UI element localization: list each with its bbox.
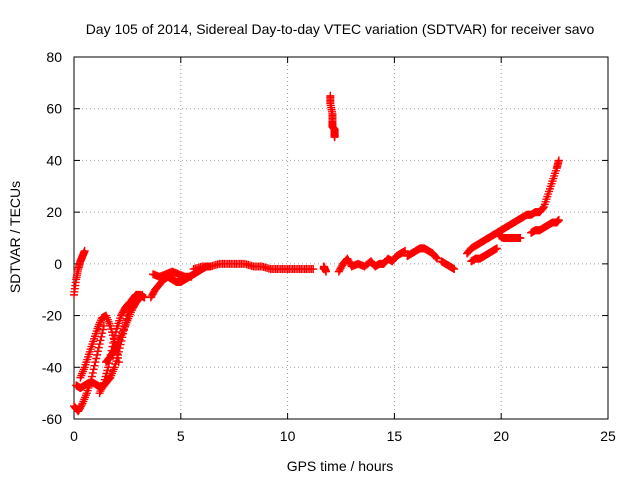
data-point [433,254,442,263]
data-series-segment [70,321,108,416]
data-point [450,265,459,274]
x-tick-label: 25 [600,428,616,444]
data-series-segment [334,246,410,276]
x-tick-label: 5 [177,428,185,444]
data-series-segment [189,259,318,274]
x-axis-ticks: 0 5 10 15 20 25 [70,57,616,444]
plot-border [73,56,609,420]
data-point [539,204,548,213]
data-point [114,338,123,347]
data-point [91,358,100,367]
data-point [322,267,331,276]
x-axis-label: GPS time / hours [287,458,394,474]
y-tick-label: -20 [42,308,62,324]
y-tick-label: 20 [46,204,62,220]
data-points [70,91,563,416]
data-series-segment [527,215,563,237]
data-series-segment [437,257,459,274]
x-tick-label: 0 [70,428,78,444]
y-tick-label: 80 [46,49,62,65]
data-point [309,265,318,274]
x-tick-label: 15 [387,428,403,444]
data-point [135,294,144,303]
data-point [96,336,105,345]
data-series-segment [495,231,525,242]
y-tick-label: -60 [42,411,62,427]
data-point [93,347,102,356]
chart-title: Day 105 of 2014, Sidereal Day-to-day VTE… [86,21,595,37]
data-point [136,293,145,302]
data-point [401,246,410,255]
data-series-segment [518,156,563,222]
data-point [93,350,102,359]
y-tick-label: 40 [46,152,62,168]
data-series-segment [326,91,339,142]
data-point [516,234,525,242]
data-point [95,340,104,349]
data-series-segment [102,293,145,367]
data-point [87,376,96,385]
plot-frame [73,56,609,420]
data-series-segment [70,246,89,299]
data-point [104,363,113,372]
data-series-segment [319,262,331,276]
data-series-segment [467,244,501,266]
data-point [88,368,97,377]
data-point [87,372,96,381]
x-tick-label: 10 [280,428,296,444]
data-point [114,358,123,367]
y-axis-label: SDTVAR / TECUs [7,181,23,293]
grid-lines [74,57,608,419]
y-axis-ticks: -60 -40 -20 0 20 40 60 80 [42,49,608,427]
data-point [89,365,98,374]
data-point [554,156,563,165]
data-point [90,361,99,370]
y-tick-label: 60 [46,101,62,117]
data-point [92,354,101,363]
data-point [99,325,108,334]
data-point [111,328,120,337]
data-point [432,253,441,262]
data-point [77,401,86,410]
data-point [187,272,196,281]
data-point [94,343,103,352]
data-point [492,244,501,253]
x-tick-label: 20 [493,428,509,444]
y-tick-label: -40 [42,359,62,375]
data-series-segment [149,267,196,281]
data-series-segment [403,244,442,263]
data-point [330,133,339,142]
y-tick-label: 0 [54,256,62,272]
data-point [554,215,563,224]
data-point [80,246,89,255]
data-point [114,353,123,362]
